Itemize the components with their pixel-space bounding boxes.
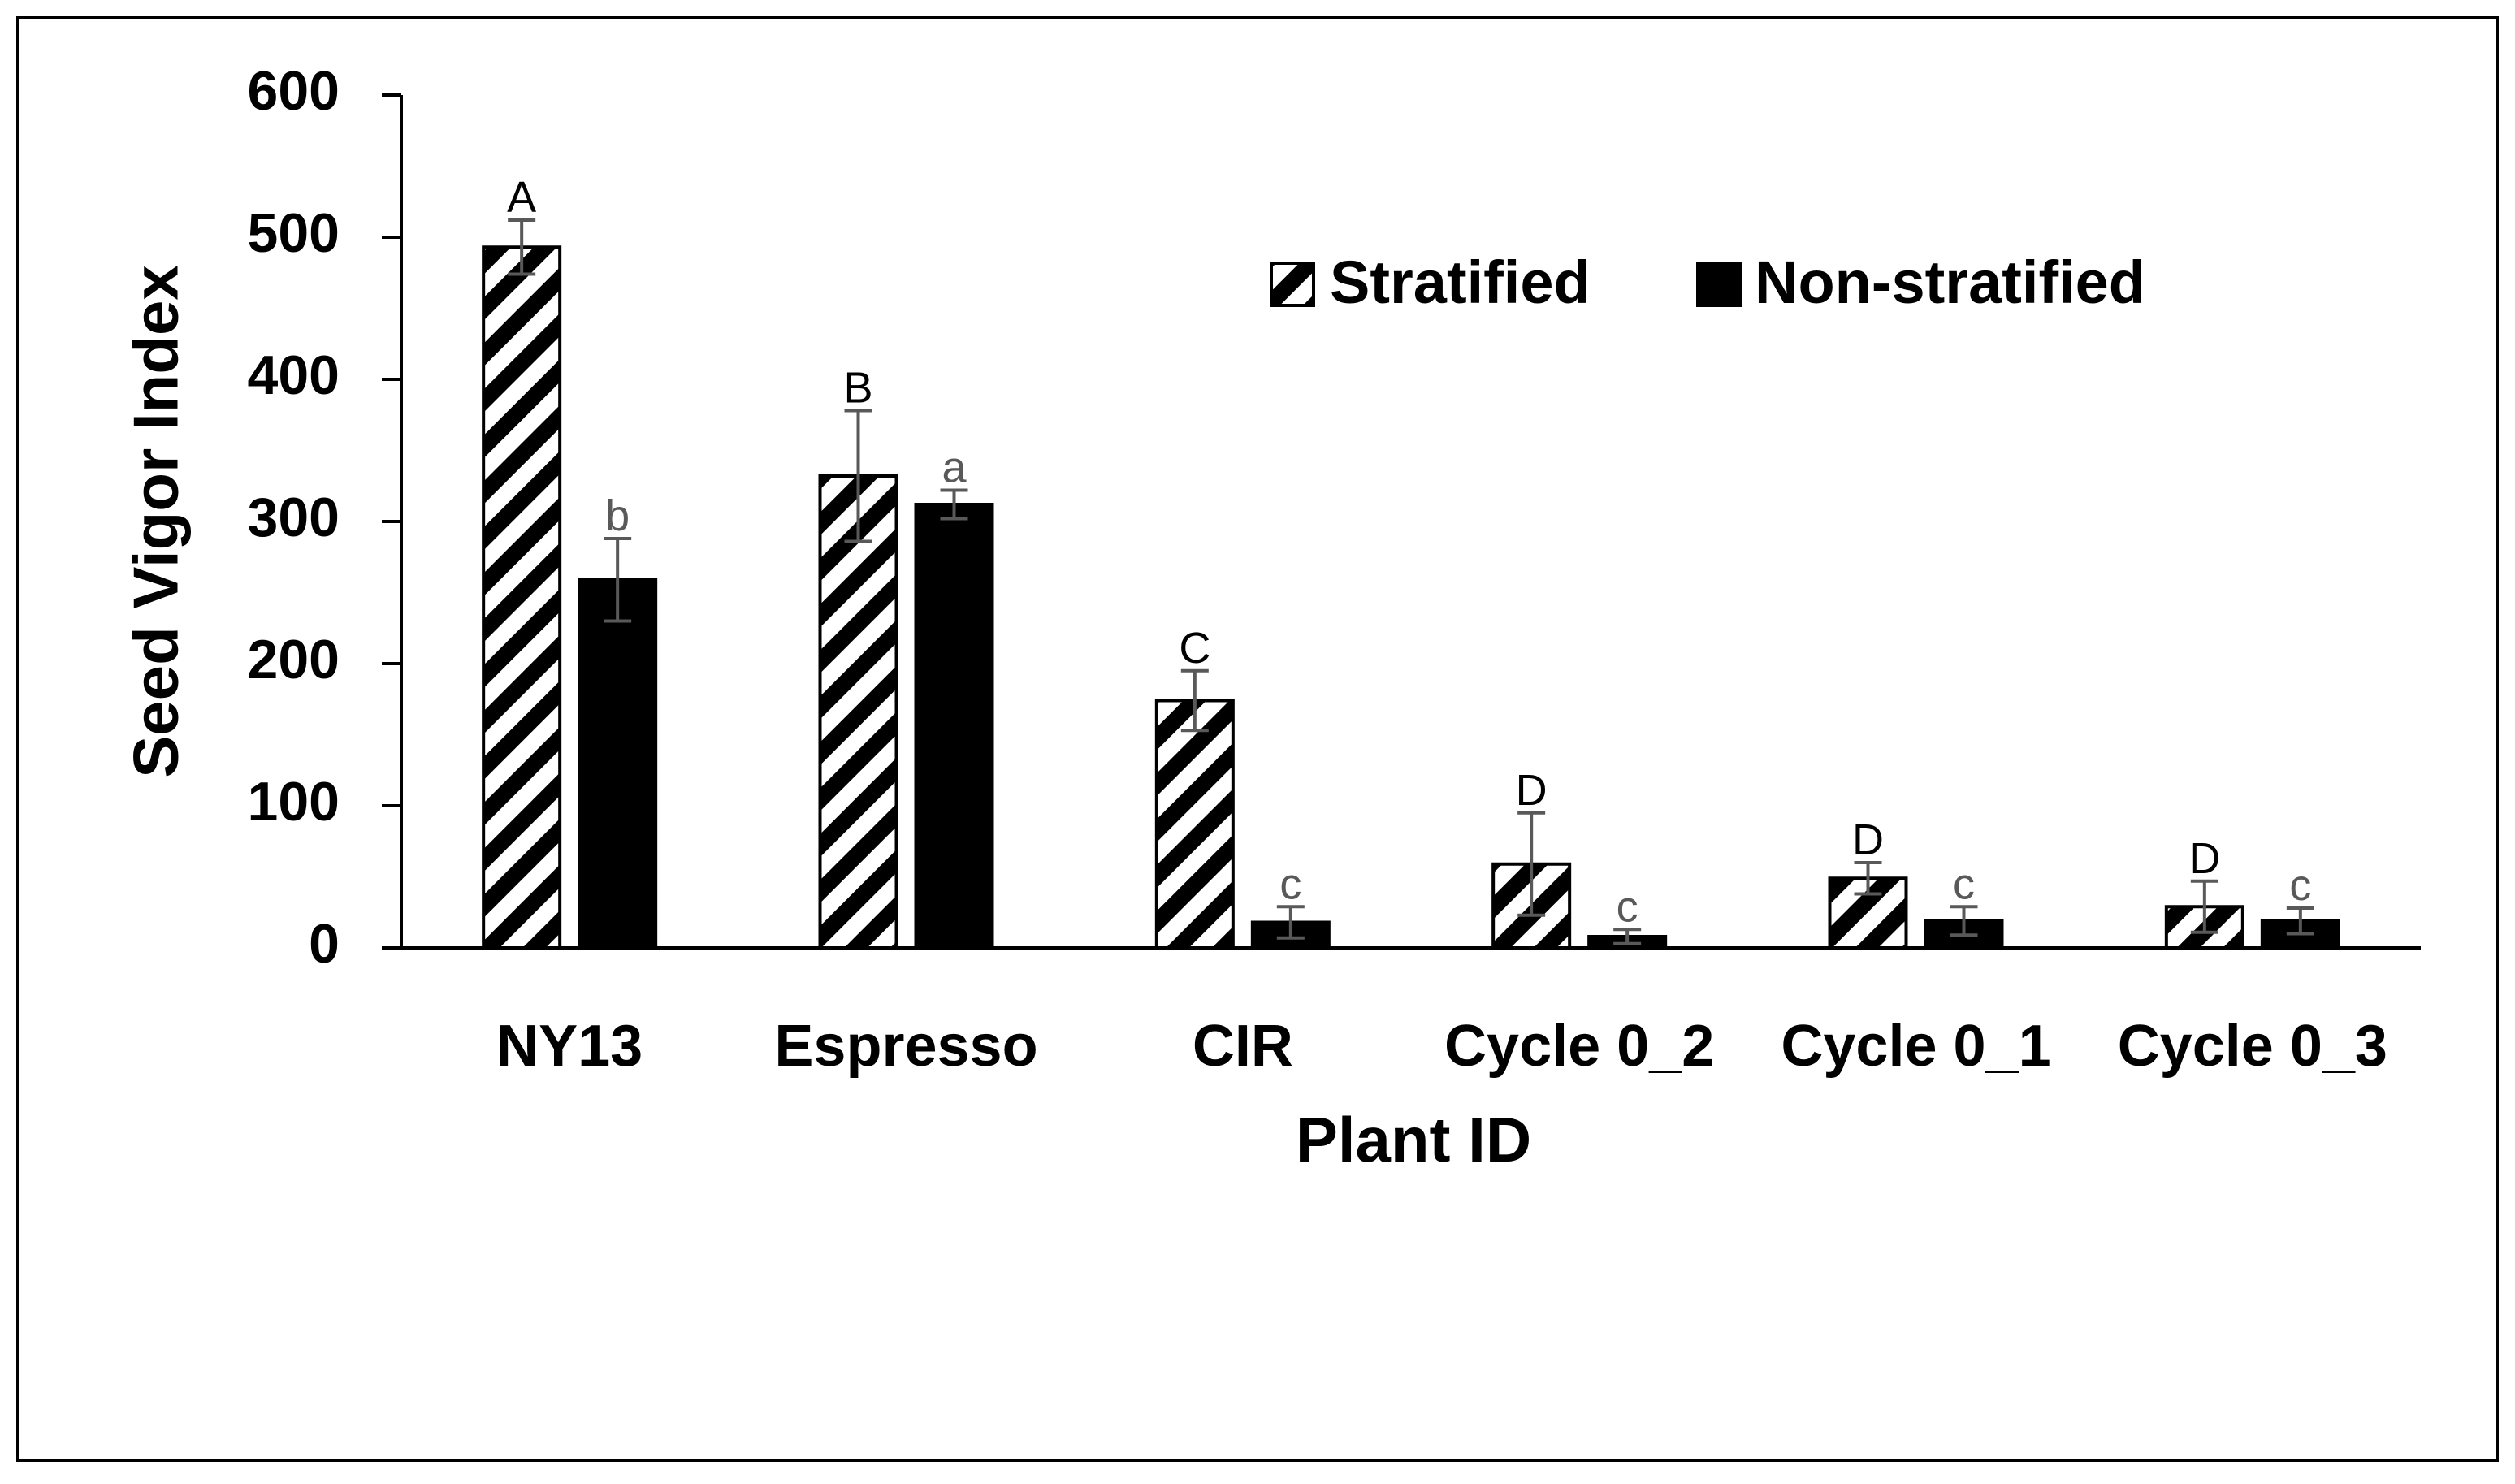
significance-letter: c (2289, 861, 2311, 910)
x-tick-label: CIR (1193, 1014, 1293, 1079)
significance-letter: b (605, 491, 630, 540)
y-tick-label: 400 (248, 344, 340, 406)
bar-stratified (818, 474, 898, 950)
y-tick-label: 200 (248, 629, 340, 690)
chart-frame (16, 16, 2499, 1462)
bars: Ab Ba Cc Dc Dc Dc (482, 173, 2340, 950)
x-tick-label: NY13 (496, 1014, 643, 1079)
legend-swatch-non-stratified (1696, 262, 1742, 307)
bar-non-stratified (914, 503, 994, 950)
x-axis-title: Plant ID (1296, 1104, 1531, 1175)
legend-label-stratified: Stratified (1330, 249, 1591, 316)
significance-letter: c (1279, 859, 1301, 908)
significance-letter: C (1179, 624, 1210, 673)
significance-letter: B (843, 364, 872, 413)
legend: Stratified Non-stratified (1270, 249, 2145, 316)
significance-letter: D (1852, 816, 1884, 864)
legend-swatch-stratified (1270, 262, 1315, 307)
x-tick-label: Cycle 0_2 (1444, 1014, 1714, 1079)
y-tick-label: 100 (248, 771, 340, 833)
x-axis-labels: NY13 Espresso CIR Cycle 0_2 Cycle 0_1 Cycle 0… (496, 1014, 2387, 1079)
bar-stratified (1154, 699, 1235, 950)
y-axis-ticks: 0 100 200 300 400 500 600 (248, 60, 401, 975)
x-tick-label: Cycle 0_1 (1781, 1014, 2050, 1079)
y-tick-label: 300 (248, 487, 340, 548)
significance-letter: c (1617, 882, 1638, 931)
y-tick-label: 600 (248, 60, 340, 122)
bar-stratified (482, 245, 562, 950)
significance-letter: A (507, 173, 536, 222)
y-axis-title: Seed Vigor Index (120, 265, 192, 777)
significance-letter: a (942, 443, 967, 492)
x-tick-label: Cycle 0_3 (2118, 1014, 2387, 1079)
legend-label-non-stratified: Non-stratified (1755, 249, 2145, 316)
significance-letter: D (1516, 766, 1548, 815)
significance-letter: c (1953, 859, 1975, 908)
y-tick-label: 500 (248, 202, 340, 264)
significance-letter: D (2188, 834, 2220, 883)
y-tick-label: 0 (309, 913, 340, 975)
bar-non-stratified (578, 578, 658, 950)
x-tick-label: Espresso (774, 1014, 1037, 1079)
